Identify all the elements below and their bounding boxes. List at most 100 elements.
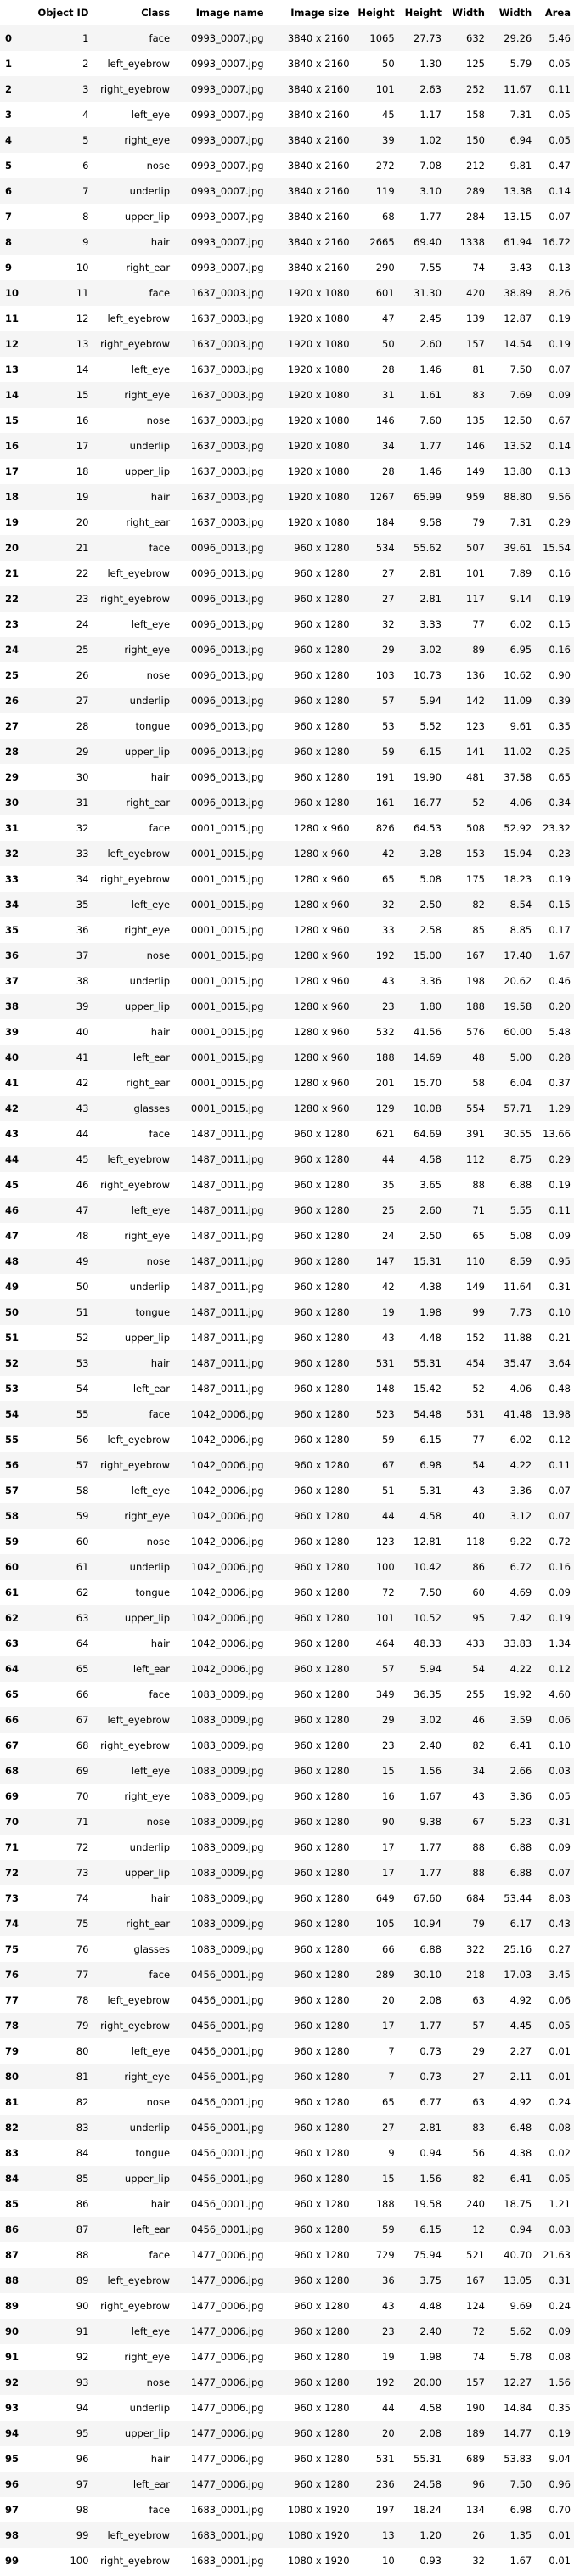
table-cell: 1.98 — [419, 1305, 442, 1318]
table-cell: 1.77 — [419, 439, 442, 452]
table-cell: 74 — [472, 261, 485, 273]
row-index: 56 — [5, 1458, 20, 1471]
table-cell: 2.40 — [419, 1739, 442, 1751]
table-cell: nose — [146, 1254, 171, 1267]
table-cell: right_eye — [124, 388, 171, 401]
table-row: 98 99 left_eyebrow 1683_0001.jpg 1080 x 1920… — [0, 2522, 574, 2548]
table-cell: 0456_0001.jpg — [190, 2121, 264, 2134]
table-cell: 175 — [466, 872, 485, 885]
row-index: 27 — [5, 719, 20, 732]
table-cell: 27 — [76, 694, 89, 707]
table-cell: 4.58 — [419, 1153, 442, 1165]
table-cell: 2.66 — [509, 1764, 532, 1777]
table-cell: 52 — [472, 796, 485, 809]
table-cell: 2.81 — [419, 592, 442, 605]
row-index: 40 — [5, 1051, 20, 1063]
table-cell: 1280 x 960 — [294, 898, 350, 910]
table-cell: 255 — [466, 1688, 485, 1700]
table-cell: 0.25 — [549, 745, 571, 758]
table-cell: 33 — [382, 923, 395, 936]
table-cell: 14.84 — [504, 2401, 532, 2414]
table-cell: 13.05 — [504, 2274, 532, 2286]
table-cell: 12 — [76, 312, 89, 324]
table-row: 93 94 underlip 1477_0006.jpg 960 x 1280 44 4.5… — [0, 2394, 574, 2421]
table-cell: 82 — [472, 898, 485, 910]
table-cell: 19 — [76, 490, 89, 503]
table-cell: right_eyebrow — [100, 1458, 171, 1471]
table-cell: 521 — [466, 2248, 485, 2261]
table-cell: hair — [150, 1356, 171, 1369]
table-cell: 0.94 — [419, 2146, 442, 2159]
table-cell: 61 — [76, 1560, 89, 1573]
table-cell: 0.37 — [549, 1076, 571, 1089]
table-row: 8 9 hair 0993_0007.jpg 3840 x 2160 2665 69.40 1… — [0, 228, 574, 255]
table-cell: 0.14 — [549, 184, 571, 197]
table-cell: 65 — [382, 872, 395, 885]
table-cell: 4.06 — [509, 796, 532, 809]
table-cell: 91 — [76, 2325, 89, 2337]
table-cell: 601 — [375, 286, 395, 299]
table-cell: 46 — [76, 1178, 89, 1191]
table-cell: 32 — [382, 898, 395, 910]
table-cell: 1280 x 960 — [294, 872, 350, 885]
row-index: 93 — [5, 2401, 20, 2414]
row-index: 28 — [5, 745, 20, 758]
table-cell: 44 — [382, 1153, 395, 1165]
table-cell: 1477_0006.jpg — [190, 2299, 264, 2312]
table-cell: 960 x 1280 — [294, 1484, 350, 1497]
table-cell: 4 — [82, 108, 89, 121]
row-index: 1 — [5, 57, 13, 70]
table-cell: 2.45 — [419, 312, 442, 324]
table-cell: 53 — [382, 719, 395, 732]
table-cell: 0001_0015.jpg — [190, 821, 264, 834]
table-row: 78 79 right_eyebrow 0456_0001.jpg 960 x 1280… — [0, 2012, 574, 2038]
row-index: 17 — [5, 465, 20, 477]
table-cell: 960 x 1280 — [294, 1993, 350, 2006]
table-cell: 77 — [472, 617, 485, 630]
table-row: 45 46 right_eyebrow 1487_0011.jpg 960 x 1280… — [0, 1171, 574, 1198]
table-cell: underlip — [129, 2401, 171, 2414]
table-cell: 85 — [76, 2172, 89, 2184]
table-cell: 40 — [76, 1025, 89, 1038]
table-cell: 960 x 1280 — [294, 2299, 350, 2312]
row-index: 8 — [5, 235, 13, 248]
table-cell: 58 — [472, 1076, 485, 1089]
table-cell: 139 — [466, 312, 485, 324]
table-cell: 1.98 — [419, 2350, 442, 2363]
table-cell: 39 — [76, 1000, 89, 1012]
table-cell: 9.58 — [419, 516, 442, 528]
table-cell: 5.52 — [419, 719, 442, 732]
table-cell: left_eyebrow — [107, 57, 171, 70]
table-cell: 88.80 — [504, 490, 532, 503]
row-index: 62 — [5, 1611, 20, 1624]
table-cell: 125 — [466, 57, 485, 70]
table-cell: 22 — [76, 566, 89, 579]
table-row: 81 82 nose 0456_0001.jpg 960 x 1280 65 6.77 63 4… — [0, 2088, 574, 2115]
table-cell: 9.04 — [549, 2452, 571, 2465]
table-cell: 0001_0015.jpg — [190, 1025, 264, 1038]
table-cell: 48.33 — [414, 1637, 442, 1649]
table-cell: 1083_0009.jpg — [190, 1917, 264, 1930]
table-cell: left_eye — [131, 2325, 171, 2337]
table-row: 16 17 underlip 1637_0003.jpg 1920 x 1080 34 1.… — [0, 432, 574, 459]
table-cell: 99 — [472, 1305, 485, 1318]
table-cell: 14 — [76, 363, 89, 375]
table-cell: 960 x 1280 — [294, 745, 350, 758]
table-cell: 23 — [382, 1739, 395, 1751]
table-cell: glasses — [133, 1102, 171, 1114]
table-row: 65 66 face 1083_0009.jpg 960 x 1280 349 36.35 2… — [0, 1681, 574, 1707]
table-cell: 43 — [472, 1484, 485, 1497]
table-cell: 12.27 — [504, 2376, 532, 2388]
table-cell: 826 — [375, 821, 395, 834]
table-cell: 3.45 — [549, 1968, 571, 1981]
table-cell: 7.50 — [419, 1586, 442, 1598]
table-cell: 157 — [466, 2376, 485, 2388]
table-cell: 1083_0009.jpg — [190, 1713, 264, 1726]
table-cell: 960 x 1280 — [294, 1305, 350, 1318]
table-row: 24 25 right_eye 0096_0013.jpg 960 x 1280 29 3.… — [0, 636, 574, 662]
table-cell: 57 — [382, 1662, 395, 1675]
table-cell: 8.54 — [509, 898, 532, 910]
table-cell: 11.02 — [504, 745, 532, 758]
